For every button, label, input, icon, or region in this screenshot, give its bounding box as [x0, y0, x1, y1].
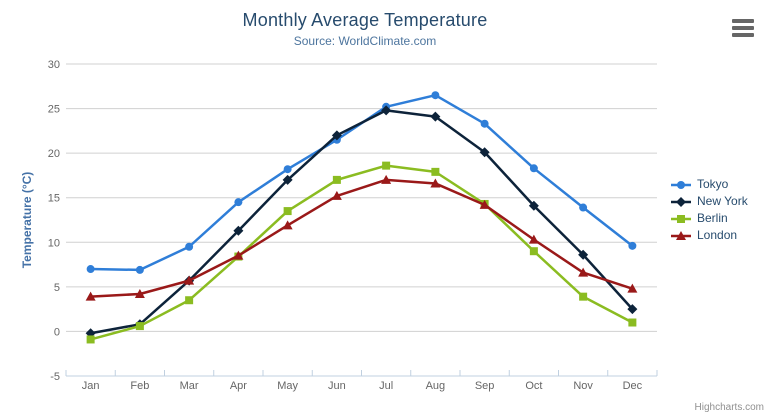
data-point-marker[interactable] — [331, 130, 342, 141]
x-axis-label: Nov — [573, 380, 593, 392]
data-point-marker[interactable] — [579, 292, 588, 301]
x-axis-label: Jul — [379, 380, 393, 392]
y-tick-label: 10 — [48, 237, 60, 249]
series-line — [89, 178, 634, 298]
legend: Tokyo New York Berlin London — [670, 178, 748, 242]
y-tick-label: -5 — [50, 371, 60, 383]
data-point-marker[interactable] — [627, 283, 638, 293]
data-point-marker[interactable] — [578, 267, 589, 277]
data-point-marker[interactable] — [282, 220, 293, 230]
data-point-marker[interactable] — [382, 161, 391, 170]
x-axis-label: Mar — [180, 380, 199, 392]
y-tick-label: 15 — [48, 193, 60, 205]
series-new-york — [85, 105, 638, 339]
y-tick-label: 25 — [48, 104, 60, 116]
data-point-marker[interactable] — [430, 111, 441, 122]
data-point-marker[interactable] — [528, 200, 539, 211]
series-tokyo — [86, 91, 637, 274]
data-point-marker[interactable] — [86, 265, 95, 274]
x-axis-label: Aug — [426, 380, 446, 392]
data-point-marker[interactable] — [135, 265, 144, 274]
x-axis-label: Oct — [525, 380, 542, 392]
legend-marker-shape — [677, 214, 685, 223]
x-axis-label: Sep — [475, 380, 495, 392]
legend-item-label: Tokyo — [697, 177, 729, 191]
y-tick-label: 30 — [48, 59, 60, 71]
legend-item-london[interactable]: London — [670, 229, 748, 242]
x-axis-label: Dec — [623, 380, 643, 392]
data-point-marker[interactable] — [381, 105, 392, 116]
triangle-legend-marker-icon — [671, 230, 691, 240]
chart-subtitle: Source: WorldClimate.com — [293, 34, 437, 48]
data-point-marker[interactable] — [529, 247, 538, 256]
legend-item-new-york[interactable]: New York — [670, 195, 748, 208]
series-london — [85, 174, 638, 301]
circle-legend-marker-icon — [671, 180, 691, 189]
y-tick-label: 0 — [54, 326, 60, 338]
hamburger-icon — [732, 26, 754, 30]
data-point-marker[interactable] — [86, 335, 95, 344]
export-menu-button[interactable] — [729, 18, 757, 38]
data-point-marker[interactable] — [627, 304, 638, 315]
data-point-marker[interactable] — [234, 198, 243, 207]
legend-item-tokyo[interactable]: Tokyo — [670, 178, 748, 191]
data-point-marker[interactable] — [185, 296, 194, 305]
data-point-marker[interactable] — [430, 178, 441, 188]
legend-item-label: New York — [697, 194, 748, 208]
series-line — [89, 164, 634, 341]
data-point-marker[interactable] — [283, 165, 292, 174]
legend-item-label: London — [697, 228, 738, 242]
y-tick-label: 20 — [48, 148, 60, 160]
data-point-marker[interactable] — [579, 203, 588, 212]
data-point-marker[interactable] — [331, 190, 342, 200]
data-point-marker[interactable] — [233, 250, 244, 260]
hamburger-icon — [732, 19, 754, 23]
data-point-marker[interactable] — [528, 234, 539, 244]
x-axis-label: Apr — [230, 380, 247, 392]
series-line — [89, 109, 634, 335]
data-point-marker[interactable] — [578, 249, 589, 260]
legend-marker-shape — [677, 180, 685, 189]
legend-marker-shape — [676, 196, 686, 207]
data-point-marker[interactable] — [283, 207, 292, 216]
credits-link[interactable]: Highcharts.com — [694, 402, 764, 413]
x-axis-label: Feb — [130, 380, 149, 392]
data-point-marker[interactable] — [184, 275, 195, 285]
data-point-marker[interactable] — [233, 225, 244, 236]
square-legend-marker-icon — [671, 214, 691, 223]
series-line — [89, 93, 634, 272]
data-point-marker[interactable] — [134, 288, 145, 298]
data-point-marker[interactable] — [85, 291, 96, 301]
data-point-marker[interactable] — [480, 119, 489, 128]
diamond-legend-marker-icon — [671, 196, 691, 207]
data-point-marker[interactable] — [628, 241, 637, 250]
data-point-marker[interactable] — [479, 199, 490, 209]
y-tick-label: 5 — [54, 282, 60, 294]
data-point-marker[interactable] — [529, 164, 538, 173]
x-axis-label: May — [277, 380, 298, 392]
data-point-marker[interactable] — [135, 322, 144, 331]
legend-item-label: Berlin — [697, 211, 728, 225]
data-point-marker[interactable] — [431, 91, 440, 100]
data-point-marker[interactable] — [185, 242, 194, 251]
data-point-marker[interactable] — [282, 174, 293, 185]
data-point-marker[interactable] — [381, 174, 392, 184]
data-point-marker[interactable] — [479, 147, 490, 158]
hamburger-icon — [732, 33, 754, 37]
x-axis-label: Jan — [82, 380, 100, 392]
legend-item-berlin[interactable]: Berlin — [670, 212, 748, 225]
data-point-marker[interactable] — [628, 318, 637, 327]
legend-marker-shape — [676, 230, 686, 240]
data-point-marker[interactable] — [431, 167, 440, 176]
x-axis-label: Jun — [328, 380, 346, 392]
data-point-marker[interactable] — [332, 175, 341, 184]
chart-title: Monthly Average Temperature — [242, 10, 488, 30]
